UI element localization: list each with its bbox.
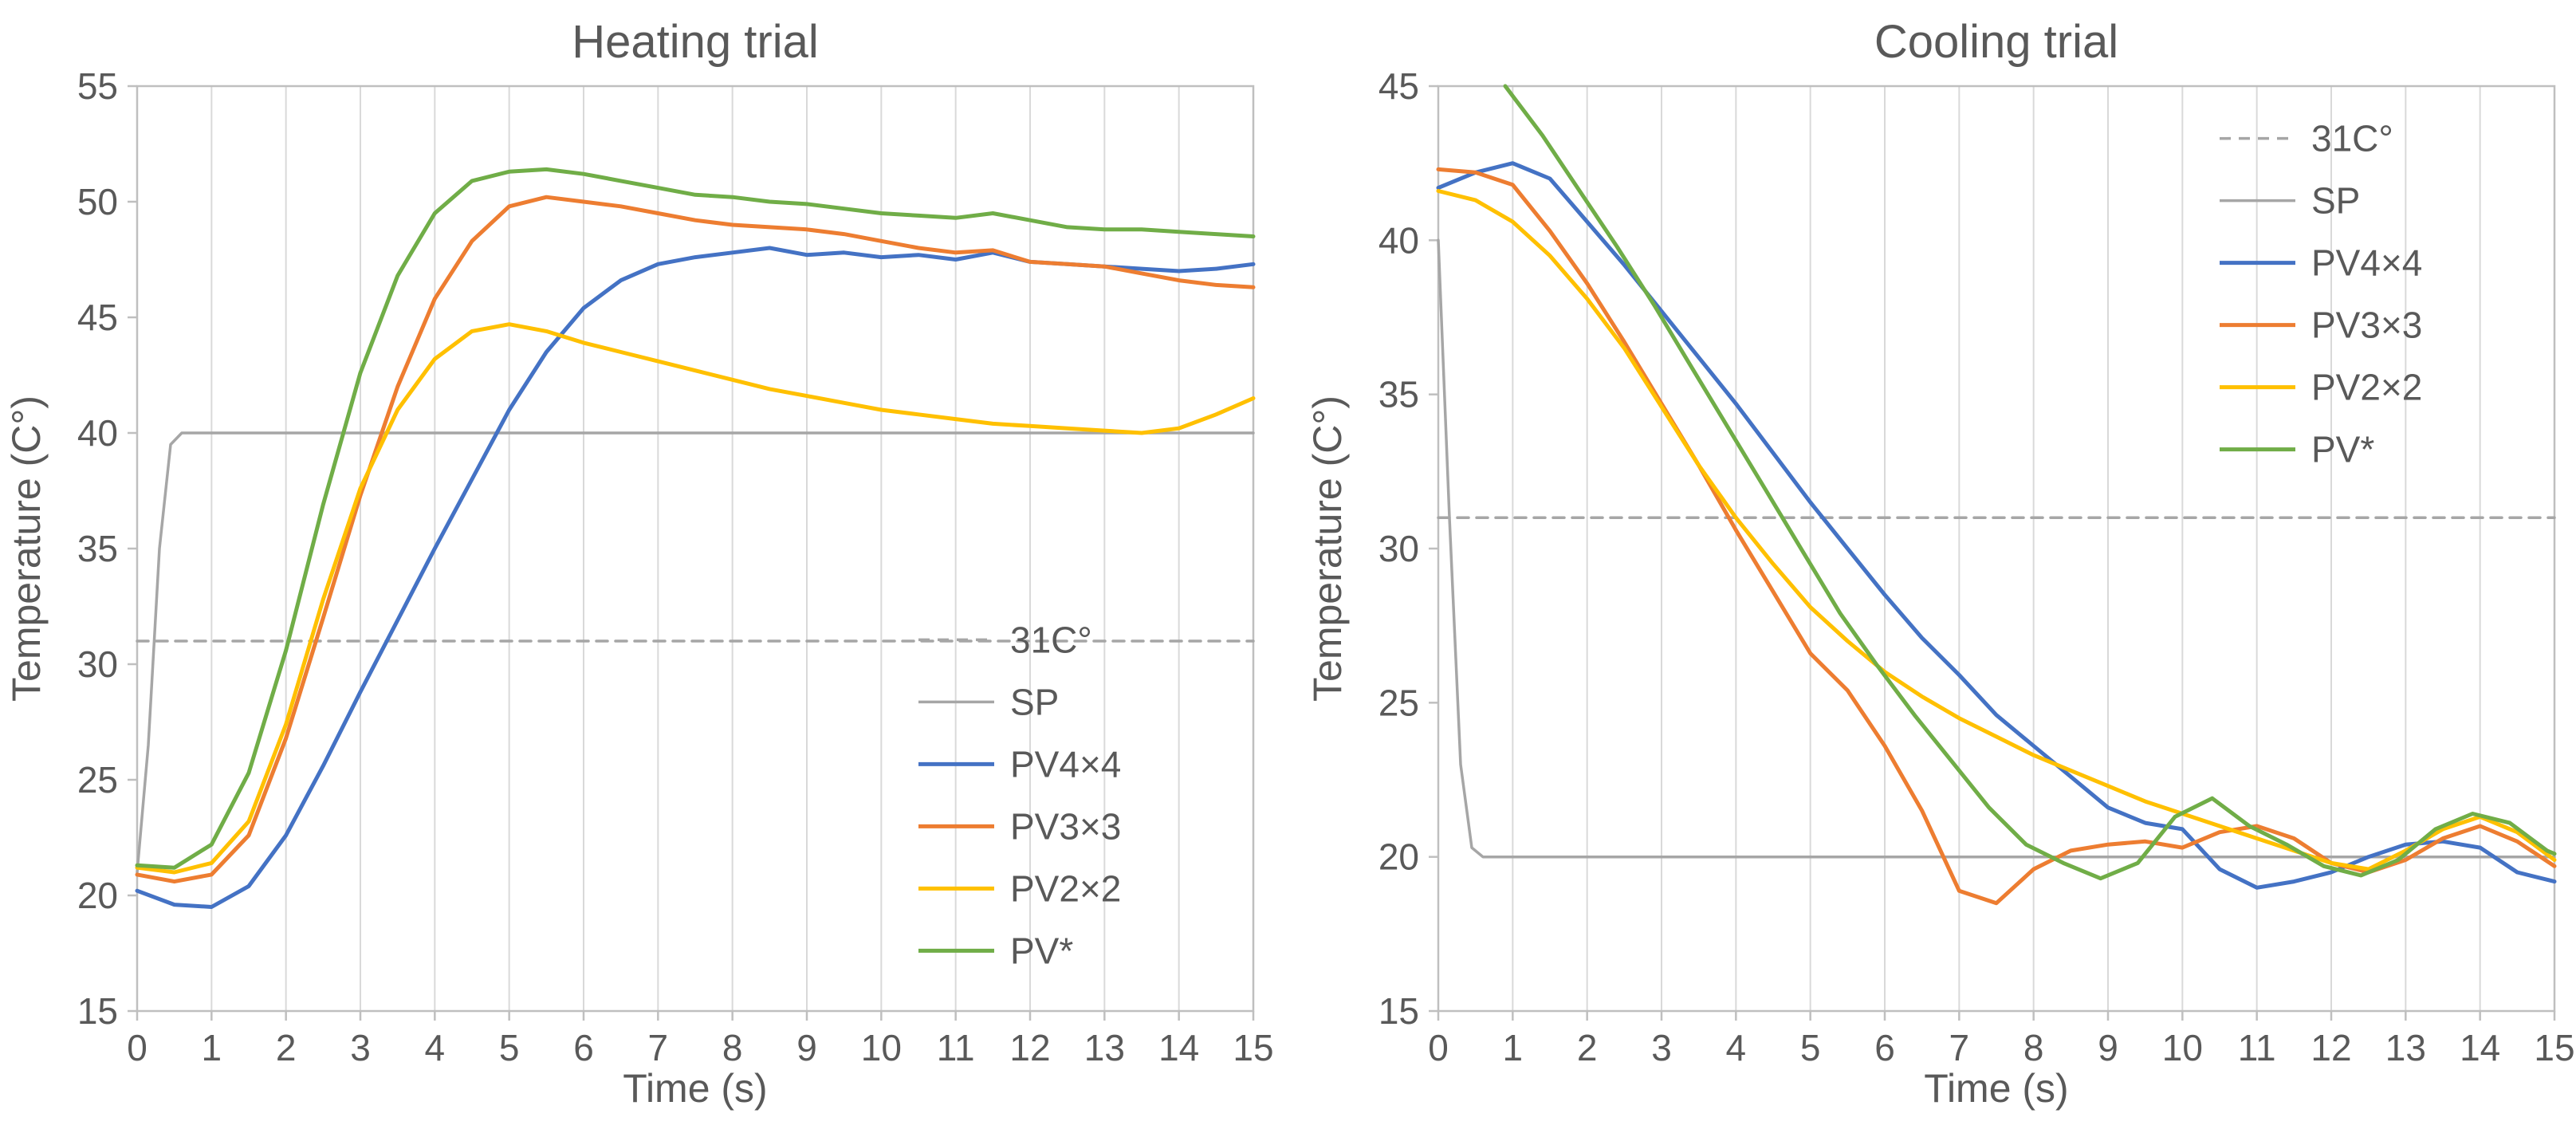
cooling-trial-svg: 0 1 2 3 4 5 6 7 8 9 10 11 12 13 14 1515202530354045Cool… xyxy=(1305,16,2574,1111)
cooling-trial-chart: 0 1 2 3 4 5 6 7 8 9 10 11 12 13 14 15 15 20 25 30 35 40 45 Cool… xyxy=(1303,6,2574,1131)
legend-label-31C°: 31C° xyxy=(1010,619,1092,660)
x-tick-label: 13 xyxy=(2385,1027,2426,1068)
y-tick-label: 20 xyxy=(1378,836,1419,878)
x-tick-label: 13 xyxy=(1084,1027,1125,1068)
y-axis-label: Temperature (C°) xyxy=(4,395,49,702)
x-tick-label: 9 xyxy=(2098,1027,2118,1068)
series-line-PV* xyxy=(1503,84,2557,881)
x-tick-label: 10 xyxy=(861,1027,902,1068)
x-tick-label: 1 xyxy=(1503,1027,1524,1068)
legend-label-SP: SP xyxy=(2311,180,2360,222)
y-tick-label: 30 xyxy=(1378,528,1419,569)
x-tick-label: 3 xyxy=(1651,1027,1672,1068)
x-tick-label: 4 xyxy=(425,1027,446,1068)
x-axis-label: Time (s) xyxy=(623,1066,767,1111)
y-axis-label: Temperature (C°) xyxy=(1305,395,1350,702)
x-tick-label: 9 xyxy=(796,1027,817,1068)
series-line-SP xyxy=(136,431,1255,874)
legend-label-PV2×2: PV2×2 xyxy=(1010,868,1121,909)
x-tick-label: 4 xyxy=(1726,1027,1747,1068)
x-tick-label: 6 xyxy=(573,1027,594,1068)
series-line-PV* xyxy=(135,167,1256,870)
legend-label-PV2×2: PV2×2 xyxy=(2311,367,2422,408)
y-tick-label: 45 xyxy=(77,297,118,338)
y-tick-label: 35 xyxy=(1378,374,1419,415)
x-axis-label: Time (s) xyxy=(1924,1066,2068,1111)
x-tick-label: 8 xyxy=(2023,1027,2044,1068)
x-tick-label: 1 xyxy=(202,1027,222,1068)
y-tick-label: 25 xyxy=(1378,682,1419,723)
y-tick-label: 40 xyxy=(77,412,118,454)
x-tick-label: 7 xyxy=(648,1027,669,1068)
heating-trial-chart: 0 1 2 3 4 5 6 7 8 9 10 11 12 13 14 15 15 20 25 30 35 40 45 50 55… xyxy=(2,6,1273,1131)
x-tick-label: 15 xyxy=(1233,1027,1273,1068)
x-tick-label: 11 xyxy=(2238,1027,2276,1068)
legend-label-SP: SP xyxy=(1010,681,1059,722)
chart-title: Cooling trial xyxy=(1874,16,2118,68)
y-tick-label: 15 xyxy=(1378,990,1419,1032)
y-tick-label: 50 xyxy=(77,181,118,222)
series-line-PV3×3 xyxy=(135,195,1256,884)
y-tick-label: 45 xyxy=(1378,65,1419,107)
legend-label-PV3×3: PV3×3 xyxy=(2311,305,2422,346)
legend-label-PV*: PV* xyxy=(1010,930,1073,971)
y-tick-label: 15 xyxy=(77,990,118,1032)
y-tick-label: 55 xyxy=(77,65,118,107)
x-tick-label: 11 xyxy=(937,1027,975,1068)
x-tick-label: 14 xyxy=(1158,1027,1199,1068)
x-tick-label: 6 xyxy=(1874,1027,1895,1068)
x-tick-label: 5 xyxy=(1800,1027,1821,1068)
x-tick-label: 3 xyxy=(350,1027,371,1068)
x-tick-label: 2 xyxy=(1577,1027,1598,1068)
x-tick-label: 0 xyxy=(1428,1027,1449,1068)
x-tick-label: 0 xyxy=(127,1027,147,1068)
y-tick-label: 40 xyxy=(1378,219,1419,261)
x-tick-label: 14 xyxy=(2460,1027,2500,1068)
plot-border xyxy=(1437,85,2556,1013)
legend-label-PV*: PV* xyxy=(2311,429,2374,470)
x-tick-label: 12 xyxy=(2311,1027,2351,1068)
series-line-SP xyxy=(1437,238,2556,859)
y-tick-label: 35 xyxy=(77,528,118,569)
y-tick-label: 30 xyxy=(77,643,118,685)
legend-label-PV3×3: PV3×3 xyxy=(1010,805,1121,847)
x-tick-label: 12 xyxy=(1009,1027,1050,1068)
x-tick-label: 7 xyxy=(1949,1027,1970,1068)
legend-label-31C°: 31C° xyxy=(2311,118,2393,159)
chart-title: Heating trial xyxy=(572,16,818,68)
series-line-PV4×4 xyxy=(1436,161,2557,890)
legend-label-PV4×4: PV4×4 xyxy=(1010,743,1121,785)
heating-trial-svg: 0 1 2 3 4 5 6 7 8 9 10 11 12 13 14 15152025303540455055… xyxy=(4,16,1273,1111)
series-line-PV2×2 xyxy=(1436,189,2557,871)
x-tick-label: 2 xyxy=(276,1027,297,1068)
x-tick-label: 5 xyxy=(499,1027,520,1068)
x-tick-label: 10 xyxy=(2162,1027,2203,1068)
x-tick-label: 15 xyxy=(2534,1027,2574,1068)
legend-label-PV4×4: PV4×4 xyxy=(2311,242,2422,284)
y-tick-label: 25 xyxy=(77,759,118,801)
y-tick-label: 20 xyxy=(77,875,118,916)
x-tick-label: 8 xyxy=(722,1027,743,1068)
series-line-PV2×2 xyxy=(135,322,1256,875)
